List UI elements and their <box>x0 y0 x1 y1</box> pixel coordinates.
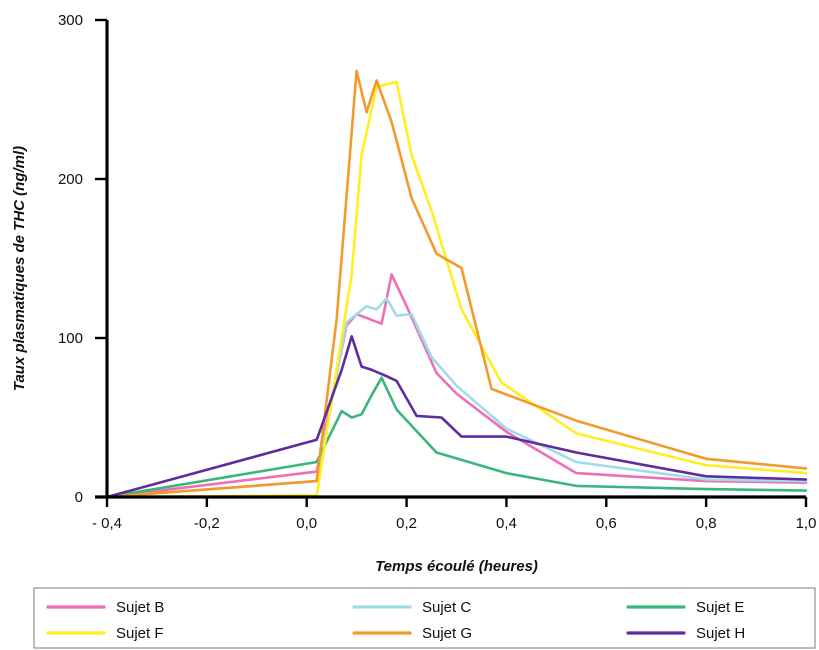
legend-label: Sujet F <box>116 625 164 642</box>
x-tick-label: -0,2 <box>194 515 220 532</box>
y-tick-label: 100 <box>58 330 83 347</box>
x-tick-label: 0,4 <box>496 515 517 532</box>
series-line-sujet-g <box>105 69 808 499</box>
x-tick-label: 0,2 <box>396 515 417 532</box>
series-line-sujet-e <box>105 376 808 499</box>
series-line-sujet-h <box>105 335 808 499</box>
series-layer <box>105 69 808 499</box>
y-tick-label: 200 <box>58 171 83 188</box>
legend-box <box>33 587 816 649</box>
legend-label: Sujet B <box>116 599 164 616</box>
series-line-sujet-c <box>105 296 808 499</box>
x-tick-label: 0,0 <box>296 515 317 532</box>
y-tick-label: 0 <box>75 489 83 506</box>
x-tick-label: 0,8 <box>696 515 717 532</box>
x-axis-title: Temps écoulé (heures) <box>375 558 538 575</box>
legend: Sujet B Sujet C Sujet E Sujet F Sujet G Sujet… <box>33 587 816 649</box>
legend-label: Sujet C <box>422 599 471 616</box>
y-tick-label: 300 <box>58 12 83 29</box>
axes-layer <box>95 20 806 499</box>
ticks-layer: 0 100 200 300 - 0,4 -0,2 0,0 0,2 0,4 0,6 0,8 1,0 <box>58 12 816 532</box>
x-tick-label: 0,6 <box>596 515 617 532</box>
x-tick-label: - 0,4 <box>92 515 122 532</box>
x-tick-label: 1,0 <box>796 515 817 532</box>
series-line-sujet-f <box>105 80 808 499</box>
legend-label: Sujet G <box>422 625 472 642</box>
y-axis-title: Taux plasmatiques de THC (ng/ml) <box>11 146 28 391</box>
legend-label: Sujet E <box>696 599 744 616</box>
legend-label: Sujet H <box>696 625 745 642</box>
